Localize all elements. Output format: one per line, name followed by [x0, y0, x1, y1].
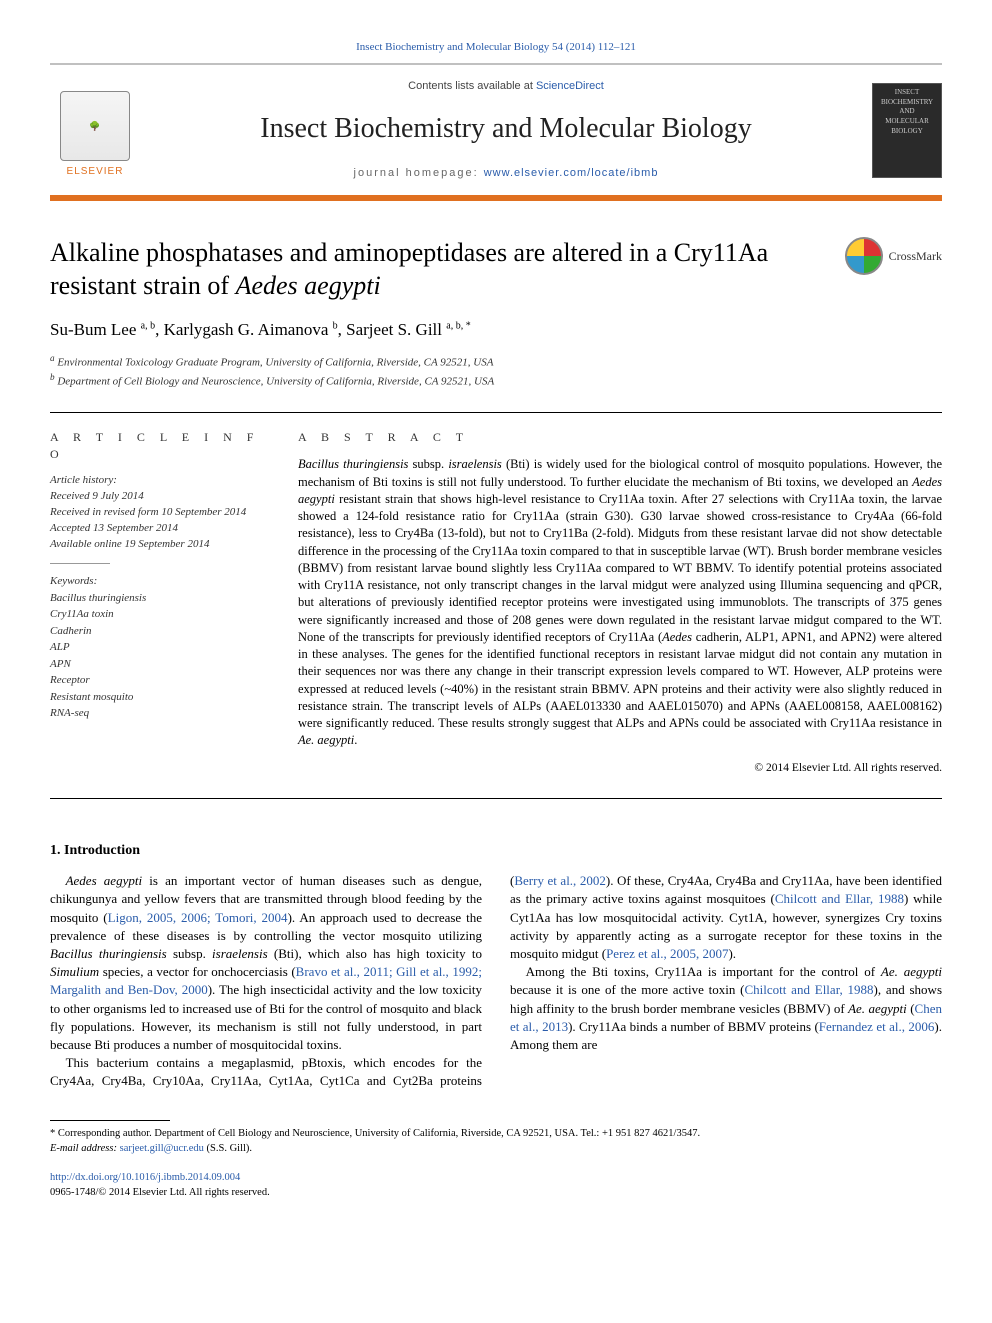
keyword-item: Cry11Aa toxin: [50, 606, 270, 623]
keywords-list: Bacillus thuringiensisCry11Aa toxinCadhe…: [50, 590, 270, 722]
intro-paragraph: Among the Bti toxins, Cry11Aa is importa…: [510, 963, 942, 1054]
author-1: Su-Bum Lee: [50, 320, 141, 339]
citation-link[interactable]: Ligon, 2005, 2006; Tomori, 2004: [108, 910, 288, 925]
history-revised: Received in revised form 10 September 20…: [50, 505, 270, 521]
intro-body: Aedes aegypti is an important vector of …: [50, 872, 942, 1090]
homepage-label: journal homepage:: [354, 167, 484, 179]
abstract-heading: A B S T R A C T: [298, 429, 942, 446]
author-1-sup: a, b: [141, 321, 155, 332]
history-online: Available online 19 September 2014: [50, 537, 270, 553]
issn-line: 0965-1748/© 2014 Elsevier Ltd. All right…: [50, 1186, 942, 1201]
footnote-rule: [50, 1120, 170, 1121]
keyword-item: Cadherin: [50, 623, 270, 640]
corr-text: * Corresponding author. Department of Ce…: [50, 1127, 942, 1142]
citation-link[interactable]: Perez et al., 2005, 2007: [606, 946, 728, 961]
journal-name: Insect Biochemistry and Molecular Biolog…: [140, 109, 872, 148]
crossmark-icon: [845, 237, 883, 275]
publisher-logo: 🌳 ELSEVIER: [50, 75, 140, 185]
crossmark-label: CrossMark: [889, 248, 942, 265]
history-label: Article history:: [50, 473, 270, 489]
keyword-item: Receptor: [50, 672, 270, 689]
keyword-item: RNA-seq: [50, 705, 270, 722]
affiliation-b: b Department of Cell Biology and Neurosc…: [50, 371, 942, 390]
crossmark-badge[interactable]: CrossMark: [845, 237, 942, 275]
history-received: Received 9 July 2014: [50, 489, 270, 505]
divider-2: [50, 798, 942, 799]
intro-paragraph: Aedes aegypti is an important vector of …: [50, 872, 482, 1054]
author-3: , Sarjeet S. Gill: [338, 320, 447, 339]
article-title: Alkaline phosphatases and aminopeptidase…: [50, 237, 825, 302]
citation-link[interactable]: Bravo et al., 2011; Gill et al., 1992; M…: [50, 964, 482, 997]
email-link[interactable]: sarjeet.gill@ucr.edu: [120, 1143, 204, 1154]
keyword-item: Bacillus thuringiensis: [50, 590, 270, 607]
journal-cover-thumb: INSECT BIOCHEMISTRY AND MOLECULAR BIOLOG…: [872, 83, 942, 178]
title-text: Alkaline phosphatases and aminopeptidase…: [50, 238, 768, 300]
homepage-url[interactable]: www.elsevier.com/locate/ibmb: [484, 167, 659, 179]
affiliations: a Environmental Toxicology Graduate Prog…: [50, 352, 942, 390]
contents-line: Contents lists available at ScienceDirec…: [140, 79, 872, 94]
email-label: E-mail address:: [50, 1143, 120, 1154]
divider: [50, 412, 942, 413]
history-accepted: Accepted 13 September 2014: [50, 521, 270, 537]
citation-link[interactable]: Chilcott and Ellar, 1988: [745, 982, 874, 997]
publisher-name: ELSEVIER: [67, 165, 124, 179]
authors: Su-Bum Lee a, b, Karlygash G. Aimanova b…: [50, 318, 942, 342]
citation-link[interactable]: Berry et al., 2002: [514, 873, 606, 888]
corresponding-author-note: * Corresponding author. Department of Ce…: [50, 1127, 942, 1156]
sciencedirect-link[interactable]: ScienceDirect: [536, 80, 604, 92]
citation-link[interactable]: Chilcott and Ellar, 1988: [775, 891, 904, 906]
masthead: 🌳 ELSEVIER Contents lists available at S…: [50, 65, 942, 201]
email-suffix: (S.S. Gill).: [204, 1143, 252, 1154]
keyword-item: ALP: [50, 639, 270, 656]
doi-link[interactable]: http://dx.doi.org/10.1016/j.ibmb.2014.09…: [50, 1171, 942, 1186]
abstract-copyright: © 2014 Elsevier Ltd. All rights reserved…: [298, 760, 942, 776]
elsevier-tree-icon: 🌳: [60, 91, 130, 161]
contents-prefix: Contents lists available at: [408, 80, 536, 92]
author-3-sup: a, b, *: [446, 321, 470, 332]
abstract-text: Bacillus thuringiensis subsp. israelensi…: [298, 456, 942, 749]
keywords-label: Keywords:: [50, 574, 270, 590]
title-species: Aedes aegypti: [236, 271, 381, 300]
journal-homepage: journal homepage: www.elsevier.com/locat…: [140, 166, 872, 181]
affiliation-a: a Environmental Toxicology Graduate Prog…: [50, 352, 942, 371]
article-history: Article history: Received 9 July 2014 Re…: [50, 473, 270, 722]
keyword-item: APN: [50, 656, 270, 673]
article-info-heading: A R T I C L E I N F O: [50, 429, 270, 463]
intro-heading: 1. Introduction: [50, 841, 942, 861]
author-2: , Karlygash G. Aimanova: [155, 320, 333, 339]
keyword-item: Resistant mosquito: [50, 689, 270, 706]
citation-line: Insect Biochemistry and Molecular Biolog…: [50, 40, 942, 55]
citation-link[interactable]: Fernandez et al., 2006: [819, 1019, 935, 1034]
doi-block: http://dx.doi.org/10.1016/j.ibmb.2014.09…: [50, 1171, 942, 1200]
